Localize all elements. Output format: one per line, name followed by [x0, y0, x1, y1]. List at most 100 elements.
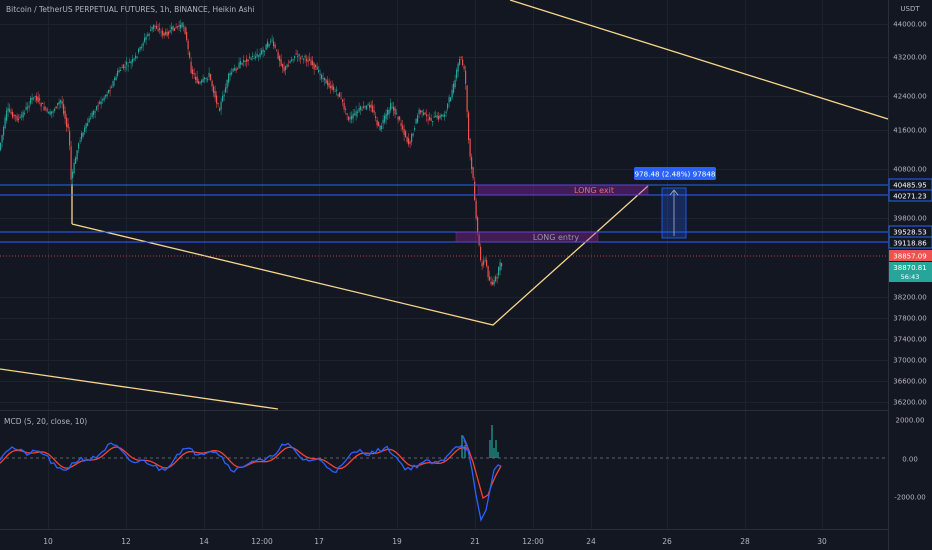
candlestick-series: [0, 19, 503, 287]
time-axis-tick: 14: [199, 537, 209, 546]
currency-label[interactable]: USDT: [900, 5, 920, 13]
position-zones[interactable]: LONG exit LONG entry: [455, 184, 649, 243]
candle-body: [193, 73, 195, 75]
candle-body: [201, 80, 203, 83]
candle-body: [105, 95, 107, 97]
time-axis-tick: 30: [817, 537, 827, 546]
price-axis-tick: 42400.00: [893, 93, 926, 101]
candle-body: [126, 62, 128, 65]
candle-body: [426, 114, 428, 117]
candle-body: [45, 107, 47, 109]
price-axis[interactable]: 44000.00 43200.00 42400.00 41600.00 40800.00…: [893, 21, 926, 407]
candle-body: [313, 63, 315, 70]
candle-body: [454, 80, 456, 88]
candle-body: [408, 138, 410, 145]
candle-body: [481, 262, 483, 267]
candle-body: [1, 135, 3, 143]
candle-body: [61, 101, 63, 105]
candle-body: [192, 69, 194, 75]
candle-body: [99, 101, 101, 104]
candle-body: [471, 156, 473, 169]
candle-body: [144, 37, 146, 42]
candle-body: [421, 110, 423, 113]
candle-body: [88, 118, 90, 123]
candle-body: [322, 78, 324, 80]
candle-body: [39, 98, 41, 101]
candle-body: [286, 64, 288, 67]
candle-body: [166, 31, 168, 36]
candle-body: [27, 107, 29, 109]
candle-body: [157, 29, 159, 31]
candle-body: [310, 60, 312, 66]
candle-body: [288, 65, 290, 67]
candle-body: [214, 91, 216, 98]
candle-body: [496, 277, 498, 279]
price-axis-tick: 36200.00: [893, 399, 926, 407]
candle-body: [78, 143, 80, 149]
candle-body: [33, 97, 35, 99]
candle-body: [451, 89, 453, 98]
candle-body: [438, 116, 440, 120]
candle-body: [261, 50, 263, 55]
candle-body: [240, 61, 242, 65]
candle-body: [390, 103, 392, 111]
candle-body: [315, 64, 317, 67]
price-tag-current-text: 38870.81: [893, 264, 926, 272]
price-tags: 40485.95 40271.23 39528.53 39118.86 3885…: [888, 178, 932, 282]
candle-body: [6, 110, 8, 121]
macd-axis[interactable]: 2000.00 0.00 -2000.00: [894, 417, 925, 502]
candle-body: [409, 141, 411, 144]
candle-body: [351, 115, 353, 120]
candle-body: [43, 106, 45, 111]
candle-body: [10, 111, 12, 114]
candle-body: [279, 56, 281, 61]
candle-body: [114, 78, 116, 81]
candle-body: [247, 59, 249, 62]
candle-body: [196, 76, 198, 83]
level-lines[interactable]: [0, 184, 888, 243]
long-entry-zone[interactable]: [455, 231, 599, 243]
candle-body: [355, 111, 357, 117]
long-exit-zone[interactable]: [477, 184, 649, 196]
candle-body: [225, 87, 227, 93]
candle-body: [450, 97, 452, 102]
time-axis-tick: 19: [392, 537, 402, 546]
candle-body: [369, 104, 371, 108]
candle-body: [259, 53, 261, 57]
candle-body: [73, 162, 75, 174]
candle-body: [432, 120, 434, 122]
candle-body: [55, 106, 57, 109]
candle-body: [0, 142, 2, 150]
candle-body: [183, 25, 185, 27]
macd-signal-line: [0, 439, 502, 499]
candle-body: [294, 55, 296, 58]
measure-tool[interactable]: 978.48 (2.48%) 97848: [634, 167, 716, 239]
candle-body: [319, 73, 321, 75]
candle-body: [64, 110, 66, 119]
candle-body: [420, 110, 422, 113]
candle-body: [447, 103, 449, 109]
price-tag-exit-lower: [888, 189, 932, 202]
candle-body: [127, 65, 129, 67]
candle-body: [343, 102, 345, 110]
macd-indicator-label[interactable]: MCD (5, 20, close, 10): [4, 417, 88, 426]
candle-body: [90, 118, 92, 120]
candle-body: [34, 95, 36, 97]
candle-body: [262, 49, 264, 52]
candle-body: [354, 113, 356, 115]
trendline-lower[interactable]: [0, 368, 279, 410]
candle-body: [400, 123, 402, 126]
price-tag-last: [889, 250, 932, 261]
candle-body: [280, 59, 282, 66]
candle-body: [130, 61, 132, 64]
candle-body: [277, 51, 279, 59]
candle-body: [459, 58, 461, 65]
trendline-upper[interactable]: [509, 0, 889, 120]
candle-body: [228, 73, 230, 83]
time-axis[interactable]: 10 12 14 12:00 17 19 21 12:00 24 26 28 30: [43, 537, 827, 546]
chart-title[interactable]: Bitcoin / TetherUS PERPETUAL FUTURES, 1h…: [6, 5, 255, 14]
macd-axis-tick: -2000.00: [894, 494, 925, 502]
candle-body: [96, 106, 98, 110]
candle-body: [145, 36, 147, 40]
